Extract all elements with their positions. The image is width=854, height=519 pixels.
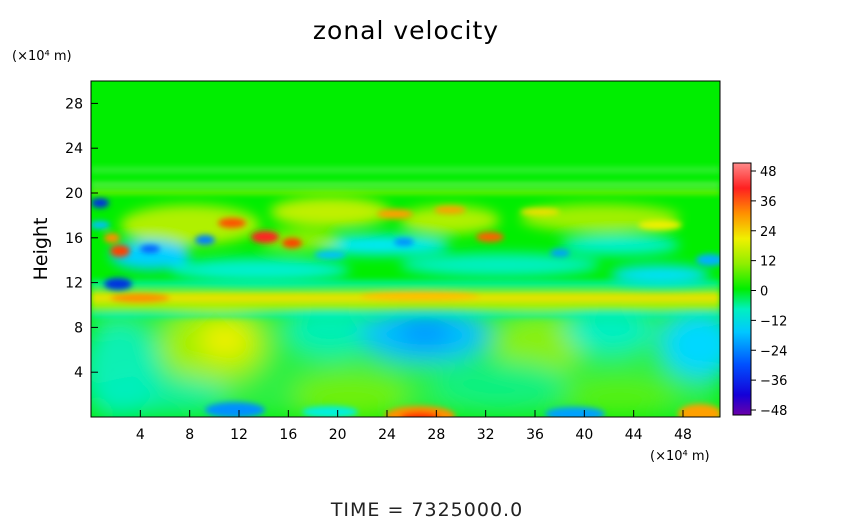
x-tick-label: 40 xyxy=(575,427,593,443)
x-tick-label: 28 xyxy=(427,427,445,443)
x-axis-unit: (×10⁴ m) xyxy=(650,449,710,464)
x-tick-label: 4 xyxy=(136,427,145,443)
colorbar xyxy=(732,162,752,416)
colorbar-tick-label: 36 xyxy=(760,195,777,210)
y-tick-label: 4 xyxy=(74,365,83,381)
x-tick-label: 8 xyxy=(185,427,194,443)
y-axis-ticks: 4 8 12 16 20 24 28 xyxy=(65,96,98,381)
x-tick-label: 36 xyxy=(526,427,544,443)
x-tick-label: 20 xyxy=(329,427,347,443)
y-tick-label: 8 xyxy=(74,320,83,336)
x-tick-label: 32 xyxy=(477,427,495,443)
colorbar-tick-label: 0 xyxy=(760,285,768,300)
colorbar-tick-label: −12 xyxy=(760,314,787,329)
y-tick-label: 28 xyxy=(65,96,83,112)
y-tick-label: 20 xyxy=(65,186,83,202)
colorbar-tick-label: −24 xyxy=(760,344,787,359)
x-tick-label: 16 xyxy=(279,427,297,443)
y-axis-unit: (×10⁴ m) xyxy=(12,49,72,64)
colorbar-tick-label: 24 xyxy=(760,225,777,240)
x-tick-label: 48 xyxy=(674,427,692,443)
y-tick-label: 12 xyxy=(65,276,83,292)
y-axis-label: Height xyxy=(30,218,52,281)
plot-frame xyxy=(90,80,721,418)
colorbar-tick-label: 12 xyxy=(760,255,777,270)
chart-title: zonal velocity xyxy=(313,16,499,45)
velocity-field xyxy=(91,81,720,417)
time-label: TIME = 7325000.0 xyxy=(330,499,523,519)
colorbar-tick-label: −36 xyxy=(760,374,787,389)
x-tick-label: 24 xyxy=(378,427,396,443)
colorbar-tick-label: 48 xyxy=(760,165,777,180)
x-tick-label: 12 xyxy=(230,427,248,443)
y-tick-label: 16 xyxy=(65,231,83,247)
x-tick-label: 44 xyxy=(625,427,643,443)
y-tick-label: 24 xyxy=(65,141,83,157)
x-axis-ticks: 4 8 12 16 20 24 28 32 36 40 44 48 xyxy=(136,410,692,443)
colorbar-tick-label: −48 xyxy=(760,404,787,419)
colorbar-ticks: 48 36 24 12 0 −12 −24 −36 −48 xyxy=(751,165,787,419)
